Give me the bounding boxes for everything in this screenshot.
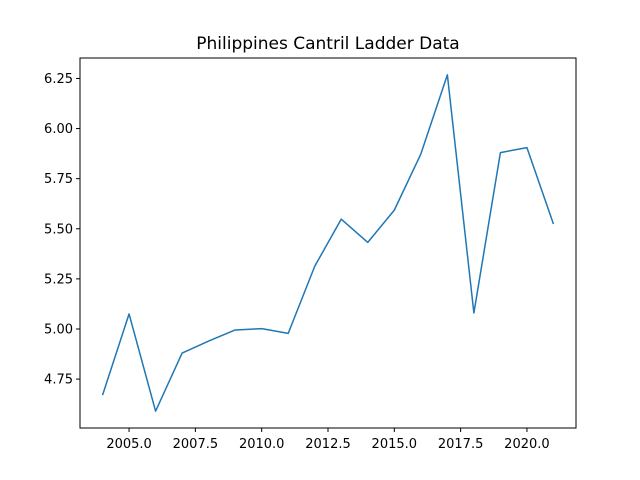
plot-area xyxy=(101,74,555,412)
x-axis: 2005.0 2007.5 2010.0 2012.5 2015.0 2017.5 2020… xyxy=(106,428,550,452)
y-tick-label: 6.25 xyxy=(44,72,73,87)
chart-title: Philippines Cantril Ladder Data xyxy=(196,34,459,54)
y-tick-label: 6.00 xyxy=(44,122,73,137)
y-axis: 4.75 5.00 5.25 5.50 5.75 6.00 6.25 xyxy=(44,72,80,388)
x-tick-label: 2020.0 xyxy=(504,437,550,452)
y-tick-label: 5.50 xyxy=(44,222,73,237)
series-line xyxy=(101,74,555,412)
x-tick-label: 2015.0 xyxy=(372,437,418,452)
x-tick-label: 2012.5 xyxy=(305,437,351,452)
x-tick-label: 2007.5 xyxy=(173,437,219,452)
y-tick-label: 4.75 xyxy=(44,373,73,388)
y-tick-label: 5.25 xyxy=(44,272,73,287)
y-tick-label: 5.75 xyxy=(44,172,73,187)
x-tick-label: 2005.0 xyxy=(106,437,152,452)
y-tick-label: 5.00 xyxy=(44,322,73,337)
x-tick-label: 2017.5 xyxy=(438,437,484,452)
x-tick-label: 2010.0 xyxy=(239,437,285,452)
axes-frame xyxy=(79,57,577,429)
